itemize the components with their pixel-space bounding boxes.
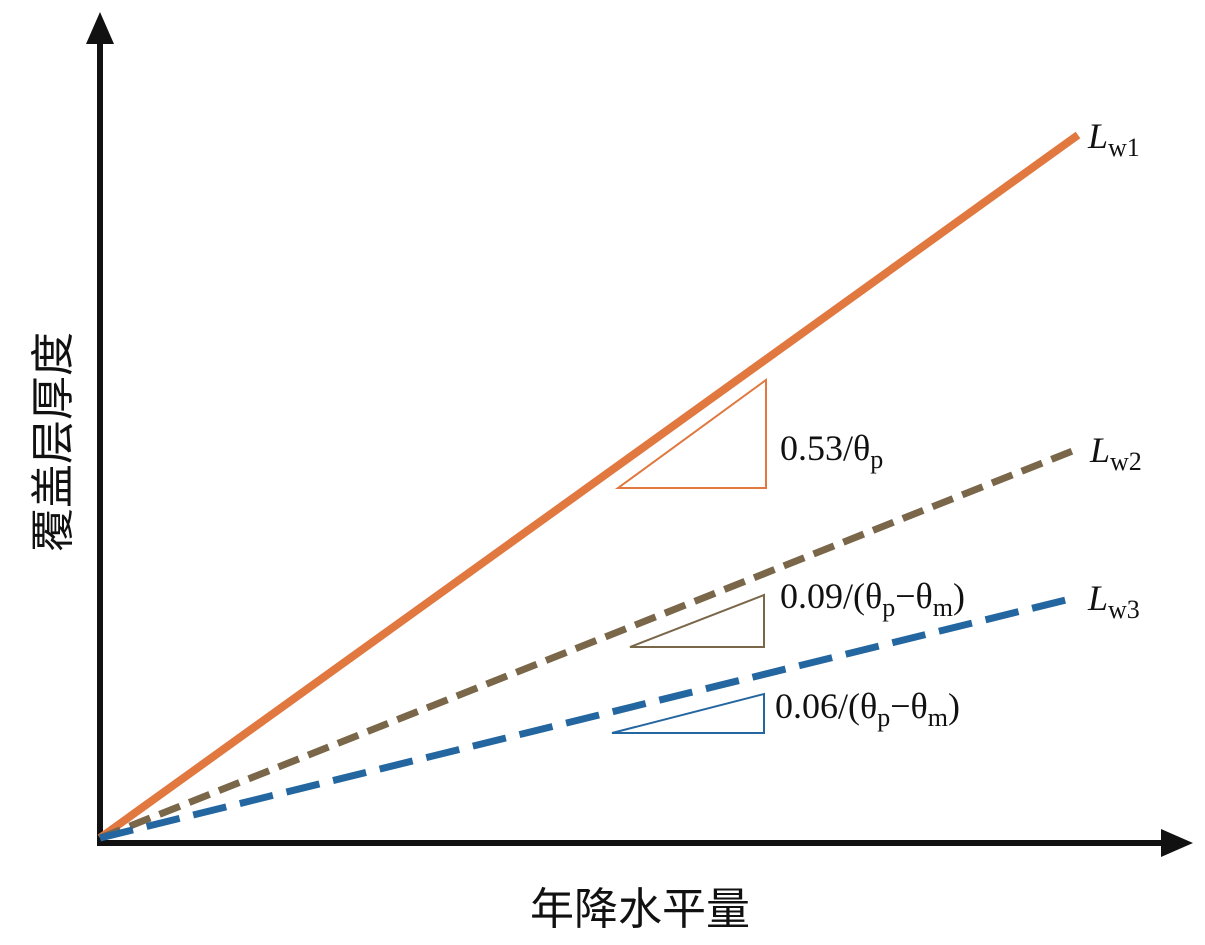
y-axis-label: 覆盖层厚度: [28, 332, 79, 552]
x-axis-label: 年降水平量: [530, 884, 750, 935]
line-subscript: w2: [1110, 447, 1142, 476]
slope-text: ): [948, 686, 960, 726]
x-arrow: [1161, 829, 1193, 857]
slope-subscript: p: [882, 593, 895, 622]
line-subscript: w1: [1108, 133, 1140, 162]
slope-text: −θ: [895, 576, 933, 616]
line-label: Lw2: [1089, 430, 1142, 476]
line-name: L: [1087, 578, 1108, 618]
slope-subscript: m: [928, 703, 948, 732]
line-name: L: [1089, 430, 1110, 470]
line-label: Lw1: [1087, 116, 1140, 162]
slope-text: −θ: [890, 686, 928, 726]
slope-subscript: p: [870, 445, 883, 474]
slope-text: 0.53/θ: [780, 428, 870, 468]
line-name: L: [1087, 116, 1108, 156]
slope-text: ): [953, 576, 965, 616]
slope-subscript: m: [933, 593, 953, 622]
slope-label: 0.53/θp: [780, 428, 883, 474]
line-lw3: [99, 593, 1079, 842]
slope-triangle: [611, 692, 765, 734]
slope-triangle: [614, 378, 767, 489]
slope-label: 0.06/(θp−θm): [775, 686, 960, 732]
line-lw1: [97, 131, 1081, 842]
slope-text: 0.06/(θ: [775, 686, 877, 726]
line-label: Lw3: [1087, 578, 1140, 624]
line-subscript: w3: [1108, 595, 1140, 624]
slope-subscript: p: [877, 703, 890, 732]
slope-triangle: [629, 593, 765, 648]
y-arrow: [86, 12, 114, 44]
slope-label: 0.09/(θp−θm): [780, 576, 965, 622]
line-lw2: [98, 444, 1082, 842]
slope-text: 0.09/(θ: [780, 576, 882, 616]
